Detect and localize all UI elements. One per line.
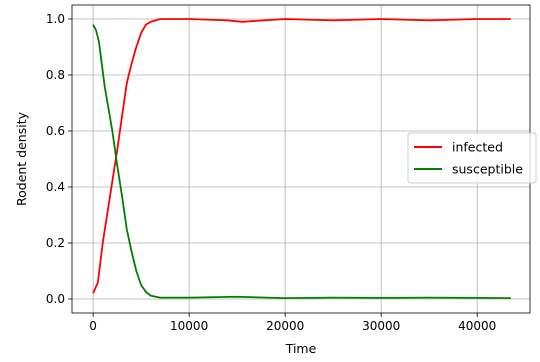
y-tick-label: 0.8 — [46, 68, 65, 82]
y-tick-label: 1.0 — [46, 12, 65, 26]
x-tick-label: 20000 — [266, 319, 304, 333]
legend-label-susceptible: susceptible — [452, 162, 523, 177]
legend-box — [407, 132, 537, 184]
legend: infected susceptible — [407, 132, 537, 184]
series-line-susceptible — [92, 24, 511, 300]
y-axis-label: Rodent density — [14, 111, 29, 206]
series-lines — [92, 18, 511, 300]
y-tick-label: 0.2 — [46, 236, 65, 250]
x-tick-label: 40000 — [458, 319, 496, 333]
x-tick-label: 0 — [89, 319, 97, 333]
y-tick-label: 0.4 — [46, 180, 65, 194]
series-line-infected — [92, 18, 511, 294]
x-axis-label: Time — [285, 341, 317, 356]
x-tick-label: 10000 — [170, 319, 208, 333]
axis-ticks: 0 10000 20000 30000 40000 0.0 0.2 0.4 0.6 0.8 1.0 — [46, 12, 496, 333]
y-tick-label: 0.0 — [46, 292, 65, 306]
x-tick-label: 30000 — [362, 319, 400, 333]
legend-label-infected: infected — [452, 140, 503, 155]
y-tick-label: 0.6 — [46, 124, 65, 138]
